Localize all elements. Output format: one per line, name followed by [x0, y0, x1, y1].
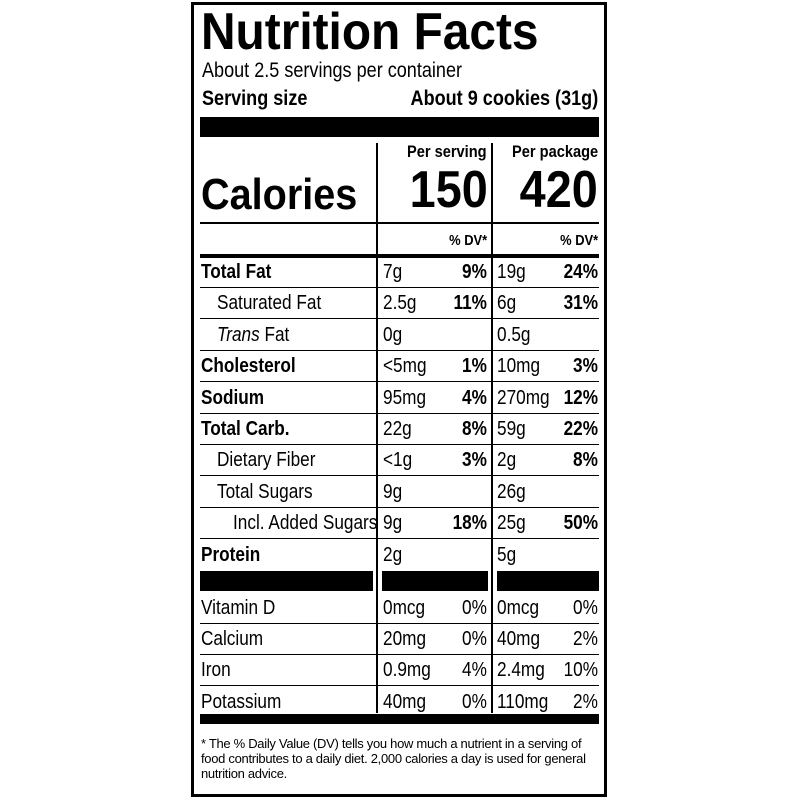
- package-dv: 24%: [563, 261, 598, 283]
- calories-per-serving: 150: [409, 160, 488, 219]
- serving-amount: 95mg: [383, 386, 427, 409]
- serving-amount: <5mg: [383, 355, 427, 378]
- package-amount: 59g: [497, 418, 526, 440]
- vitamin-name: Vitamin D: [201, 596, 276, 619]
- nutrient-name: Total Carb.: [201, 418, 290, 440]
- serving-dv: 8%: [462, 418, 487, 440]
- package-amount: 40mg: [497, 628, 541, 650]
- bottom-bar: [200, 714, 599, 724]
- calories-label: Calories: [201, 169, 358, 219]
- rule: [200, 222, 599, 224]
- rule: [200, 654, 599, 655]
- serving-amount: 40mg: [383, 690, 427, 713]
- per-serving-heading: Per serving: [407, 141, 487, 161]
- package-amount: 26g: [497, 480, 526, 503]
- rule: [200, 254, 599, 258]
- label-border: [191, 2, 607, 797]
- package-dv: 0%: [573, 596, 598, 619]
- serving-amount: 22g: [383, 418, 412, 440]
- serving-dv: 0%: [462, 596, 487, 619]
- column-rule: [376, 143, 378, 713]
- package-amount: 0mcg: [497, 596, 540, 619]
- serving-amount: 9g: [383, 512, 403, 535]
- servings: About 2.5 servings per container: [202, 59, 463, 83]
- package-amount: 25g: [497, 512, 526, 535]
- rule: [200, 538, 599, 540]
- rule: [200, 318, 599, 320]
- rule: [200, 506, 599, 508]
- package-amount: 0.5g: [497, 323, 531, 346]
- serving-amount: 0mcg: [383, 596, 426, 619]
- section-bar: [497, 570, 599, 591]
- nutrient-name: Cholesterol: [201, 355, 296, 378]
- package-amount: 19g: [497, 261, 526, 283]
- rule: [200, 444, 599, 445]
- serving-amount: 0.9mg: [383, 659, 431, 682]
- rule: [200, 412, 599, 414]
- rule: [200, 685, 599, 687]
- serving-dv: 11%: [453, 292, 487, 315]
- calories-per-package: 420: [519, 160, 598, 219]
- package-dv: 10%: [563, 659, 598, 682]
- package-dv: 3%: [573, 355, 598, 378]
- package-dv: 2%: [573, 628, 598, 650]
- package-amount: 2.4mg: [497, 659, 545, 682]
- serving-amount: <1g: [383, 449, 413, 472]
- package-amount: 10mg: [497, 355, 541, 378]
- package-dv: 12%: [563, 386, 598, 409]
- nutrient-name: Saturated Fat: [217, 292, 322, 315]
- title: Nutrition Facts: [201, 2, 539, 61]
- nutrient-name: Total Fat: [201, 261, 272, 283]
- package-amount: 5g: [497, 543, 517, 566]
- rule: [200, 381, 599, 383]
- serving-dv: 9%: [462, 261, 487, 283]
- serving-amount: 7g: [383, 261, 403, 283]
- section-bar: [382, 570, 488, 591]
- dv-heading: % DV*: [559, 232, 598, 249]
- thick-bar: [200, 117, 599, 137]
- nutrient-name: Dietary Fiber: [217, 449, 316, 472]
- nutrient-name: Sodium: [201, 386, 265, 409]
- package-amount: 270mg: [497, 386, 550, 409]
- serving-dv: 3%: [462, 449, 487, 472]
- dv-heading: % DV*: [448, 232, 487, 249]
- footnote: * The % Daily Value (DV) tells you how m…: [201, 736, 586, 781]
- serving-dv: 1%: [462, 355, 487, 378]
- vitamin-name: Potassium: [201, 690, 282, 713]
- package-dv: 22%: [563, 418, 598, 440]
- serving-dv: 18%: [452, 512, 487, 535]
- serving-amount: 20mg: [383, 628, 427, 650]
- rule: [200, 622, 599, 624]
- package-amount: 2g: [497, 449, 517, 472]
- serving-amount: 2.5g: [383, 292, 417, 315]
- column-rule: [491, 143, 493, 713]
- serving-size-value: About 9 cookies (31g): [410, 87, 598, 111]
- package-amount: 6g: [497, 292, 517, 315]
- serving-dv: 0%: [462, 628, 487, 650]
- rule: [200, 349, 599, 351]
- vitamin-name: Calcium: [201, 628, 264, 650]
- per-package-heading: Per package: [511, 141, 598, 161]
- package-amount: 110mg: [497, 690, 549, 713]
- serving-amount: 9g: [383, 480, 403, 503]
- package-dv: 50%: [563, 512, 598, 535]
- nutrient-name: Incl. Added Sugars: [233, 512, 378, 535]
- serving-dv: 4%: [462, 659, 487, 682]
- serving-amount: 0g: [383, 323, 403, 346]
- package-dv: 2%: [573, 690, 598, 713]
- nutrient-name: Trans Fat: [217, 323, 290, 346]
- section-bar: [200, 570, 373, 591]
- package-dv: 8%: [573, 449, 598, 472]
- nutrient-name: Total Sugars: [217, 480, 313, 503]
- nutrient-name: Protein: [201, 543, 261, 566]
- serving-dv: 0%: [462, 690, 487, 713]
- package-dv: 31%: [563, 292, 598, 315]
- serving-dv: 4%: [462, 386, 487, 409]
- rule: [200, 287, 599, 288]
- serving-amount: 2g: [383, 543, 403, 566]
- serving-size-label: Serving size: [202, 87, 308, 111]
- rule: [200, 475, 599, 477]
- vitamin-name: Iron: [201, 659, 231, 682]
